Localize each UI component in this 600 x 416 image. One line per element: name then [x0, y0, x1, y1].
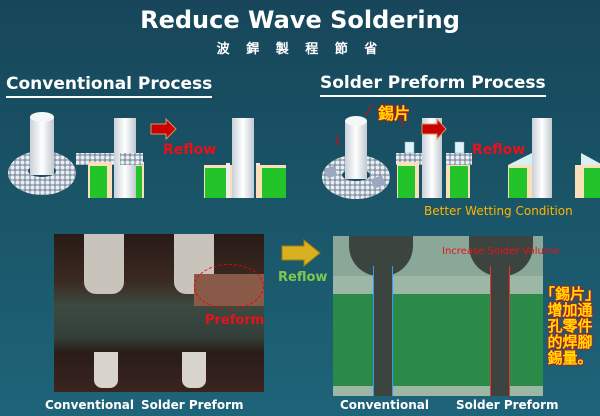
better-wetting-note: Better Wetting Condition [424, 204, 573, 218]
board-after-reflow-conventional [204, 118, 286, 198]
reflow-arrow-conventional [150, 117, 177, 141]
process-diagram [8, 105, 600, 199]
page-subtitle: 波 銲 製 程 節 省 [216, 42, 384, 57]
preform-chip [454, 141, 465, 154]
caption-left-preform: Solder Preform [141, 398, 244, 412]
reflow-arrow-preform [421, 117, 447, 141]
preform-label: 錫片 [378, 104, 411, 123]
cjk-note-line: 「錫片」 [540, 285, 600, 303]
board-before-reflow-conventional [76, 118, 144, 198]
reflow-label-preform: Reflow [472, 142, 526, 158]
page-title: Reduce Wave Soldering [140, 6, 460, 34]
reflow-label-photos: Reflow [278, 270, 328, 285]
increase-volume-label: Increase Solder Volume [442, 246, 560, 257]
reflow-label-conventional: Reflow [163, 142, 217, 158]
cjk-note: 「錫片」 增加通 孔零件 的焊腳 錫量。 [540, 286, 600, 366]
reflow-arrow-photos [281, 238, 321, 268]
preform-chip [404, 141, 415, 154]
pin-in-paste-conventional [8, 112, 76, 195]
caption-left-conventional: Conventional [45, 398, 134, 412]
pin-in-paste-preform [322, 116, 390, 199]
photo-before-reflow [54, 234, 264, 392]
preform-heading: Solder Preform Process [320, 73, 546, 97]
cjk-note-line: 增加通 [547, 301, 593, 319]
preform-photo-label: Preform [205, 313, 265, 328]
cjk-note-line: 錫量。 [547, 349, 593, 367]
caption-right-conventional: Conventional [340, 398, 429, 412]
conventional-heading: Conventional Process [6, 74, 213, 98]
cjk-note-line: 孔零件 [547, 317, 593, 335]
cjk-note-line: 的焊腳 [547, 333, 593, 351]
board-after-reflow-preform [508, 118, 600, 198]
photo-after-reflow [333, 236, 543, 396]
caption-right-preform: Solder Preform [456, 398, 559, 412]
